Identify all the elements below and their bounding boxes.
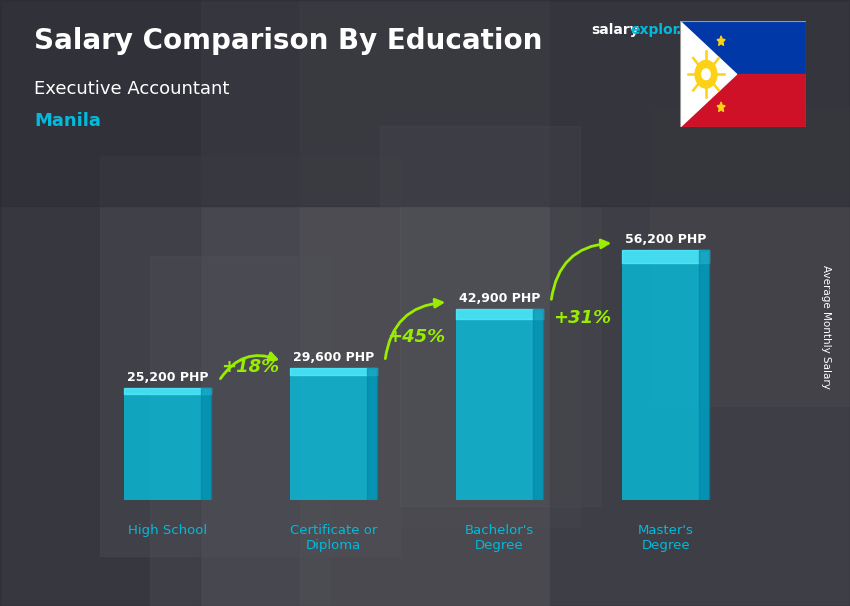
Bar xyxy=(0,0,850,206)
Bar xyxy=(622,250,709,263)
Bar xyxy=(150,256,330,606)
Text: explorer: explorer xyxy=(631,23,697,37)
Text: 29,600 PHP: 29,600 PHP xyxy=(293,351,374,364)
Bar xyxy=(456,309,542,319)
Polygon shape xyxy=(672,69,680,79)
Bar xyxy=(650,106,850,406)
Bar xyxy=(680,21,806,74)
Bar xyxy=(550,0,850,606)
Text: Executive Accountant: Executive Accountant xyxy=(34,80,230,98)
Polygon shape xyxy=(717,36,725,45)
Polygon shape xyxy=(717,102,725,112)
Text: Bachelor's
Degree: Bachelor's Degree xyxy=(465,524,534,553)
Bar xyxy=(367,368,377,500)
Bar xyxy=(291,368,377,375)
Bar xyxy=(124,388,211,394)
Bar xyxy=(700,250,709,500)
Text: Average Monthly Salary: Average Monthly Salary xyxy=(821,265,831,389)
Bar xyxy=(124,388,211,500)
Bar xyxy=(456,309,542,500)
Text: 42,900 PHP: 42,900 PHP xyxy=(459,291,541,305)
Bar xyxy=(400,206,600,506)
Text: salary: salary xyxy=(591,23,638,37)
Circle shape xyxy=(695,61,717,88)
Text: +31%: +31% xyxy=(553,308,612,327)
Text: Manila: Manila xyxy=(34,112,101,130)
Circle shape xyxy=(702,69,711,79)
Polygon shape xyxy=(680,21,737,127)
Text: Certificate or
Diploma: Certificate or Diploma xyxy=(290,524,377,553)
Text: 25,200 PHP: 25,200 PHP xyxy=(127,371,208,384)
Bar xyxy=(201,388,211,500)
Bar xyxy=(533,309,542,500)
Text: +45%: +45% xyxy=(388,328,445,346)
Bar xyxy=(0,0,200,606)
Bar xyxy=(100,156,400,556)
Text: Salary Comparison By Education: Salary Comparison By Education xyxy=(34,27,542,55)
Text: +18%: +18% xyxy=(221,358,280,376)
Bar xyxy=(622,250,709,500)
Text: 56,200 PHP: 56,200 PHP xyxy=(625,233,706,245)
Text: .com: .com xyxy=(676,23,713,37)
Bar xyxy=(680,74,806,127)
Bar xyxy=(300,0,550,606)
Bar xyxy=(380,126,580,526)
Text: High School: High School xyxy=(128,524,207,538)
Bar xyxy=(291,368,377,500)
Text: Master's
Degree: Master's Degree xyxy=(638,524,694,553)
